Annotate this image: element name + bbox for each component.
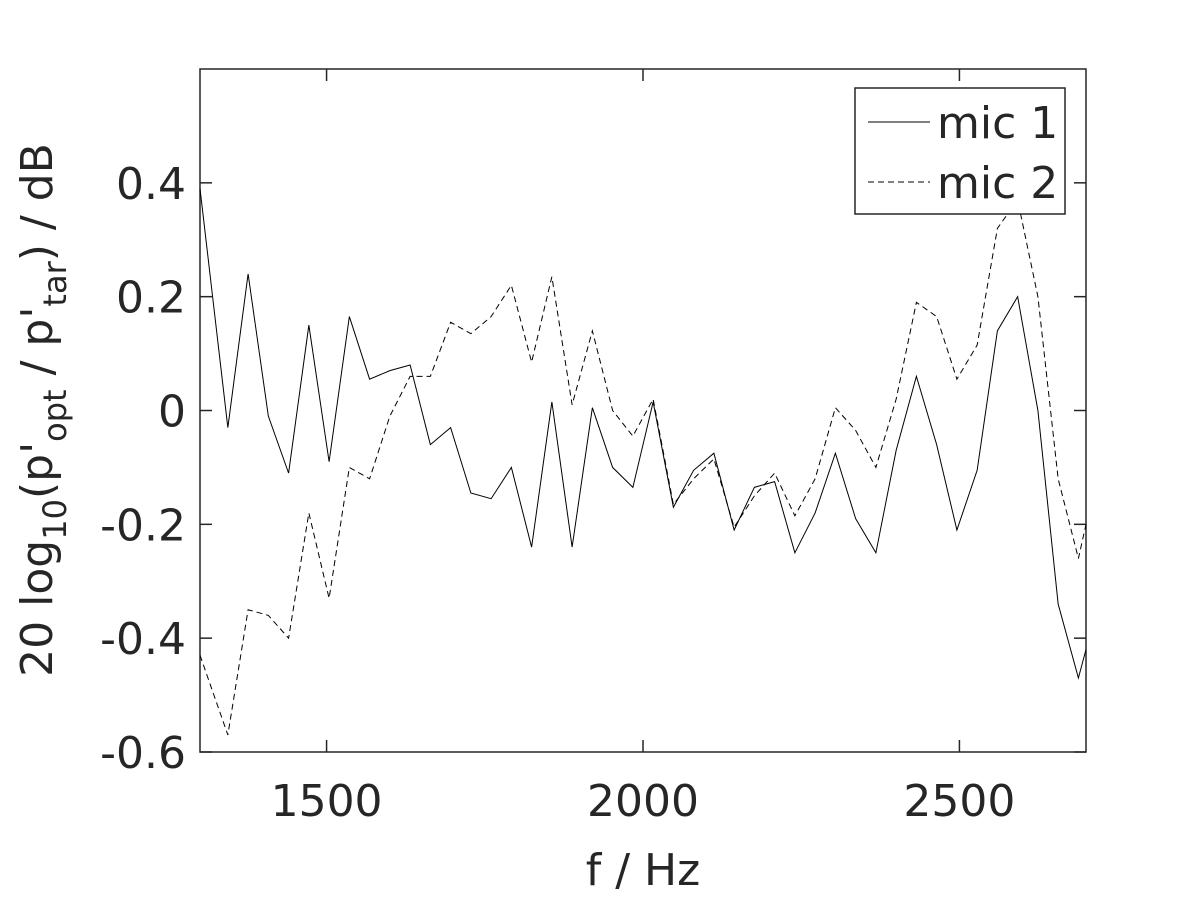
legend-label: mic 1 xyxy=(937,98,1058,149)
y-tick-label: -0.4 xyxy=(100,614,186,665)
y-tick-label: 0.2 xyxy=(116,273,186,324)
x-tick-label: 2500 xyxy=(903,776,1015,827)
x-axis-label: f / Hz xyxy=(586,845,700,896)
x-tick-label: 2000 xyxy=(587,776,699,827)
y-tick-label: -0.2 xyxy=(100,500,186,551)
legend-label: mic 2 xyxy=(937,158,1058,209)
series-line xyxy=(199,188,1087,680)
y-label-part: 20 log xyxy=(12,540,63,677)
y-tick-label: -0.6 xyxy=(100,728,186,779)
y-tick-label: 0 xyxy=(158,387,186,438)
series-line xyxy=(199,198,1087,736)
x-tick-label: 1500 xyxy=(271,776,383,827)
legend-box xyxy=(854,87,1066,215)
y-label-subscript: opt xyxy=(36,389,74,441)
y-axis-label: 20 log10(p'opt / p'tar) / dB xyxy=(12,143,74,677)
y-label-part: ) / dB xyxy=(12,143,63,261)
y-tick-label: 0.4 xyxy=(116,159,186,210)
y-label-part: (p' xyxy=(12,442,63,499)
y-label-part: / p' xyxy=(12,307,63,390)
y-label-subscript: tar xyxy=(36,260,74,306)
y-label-subscript: 10 xyxy=(36,499,74,540)
